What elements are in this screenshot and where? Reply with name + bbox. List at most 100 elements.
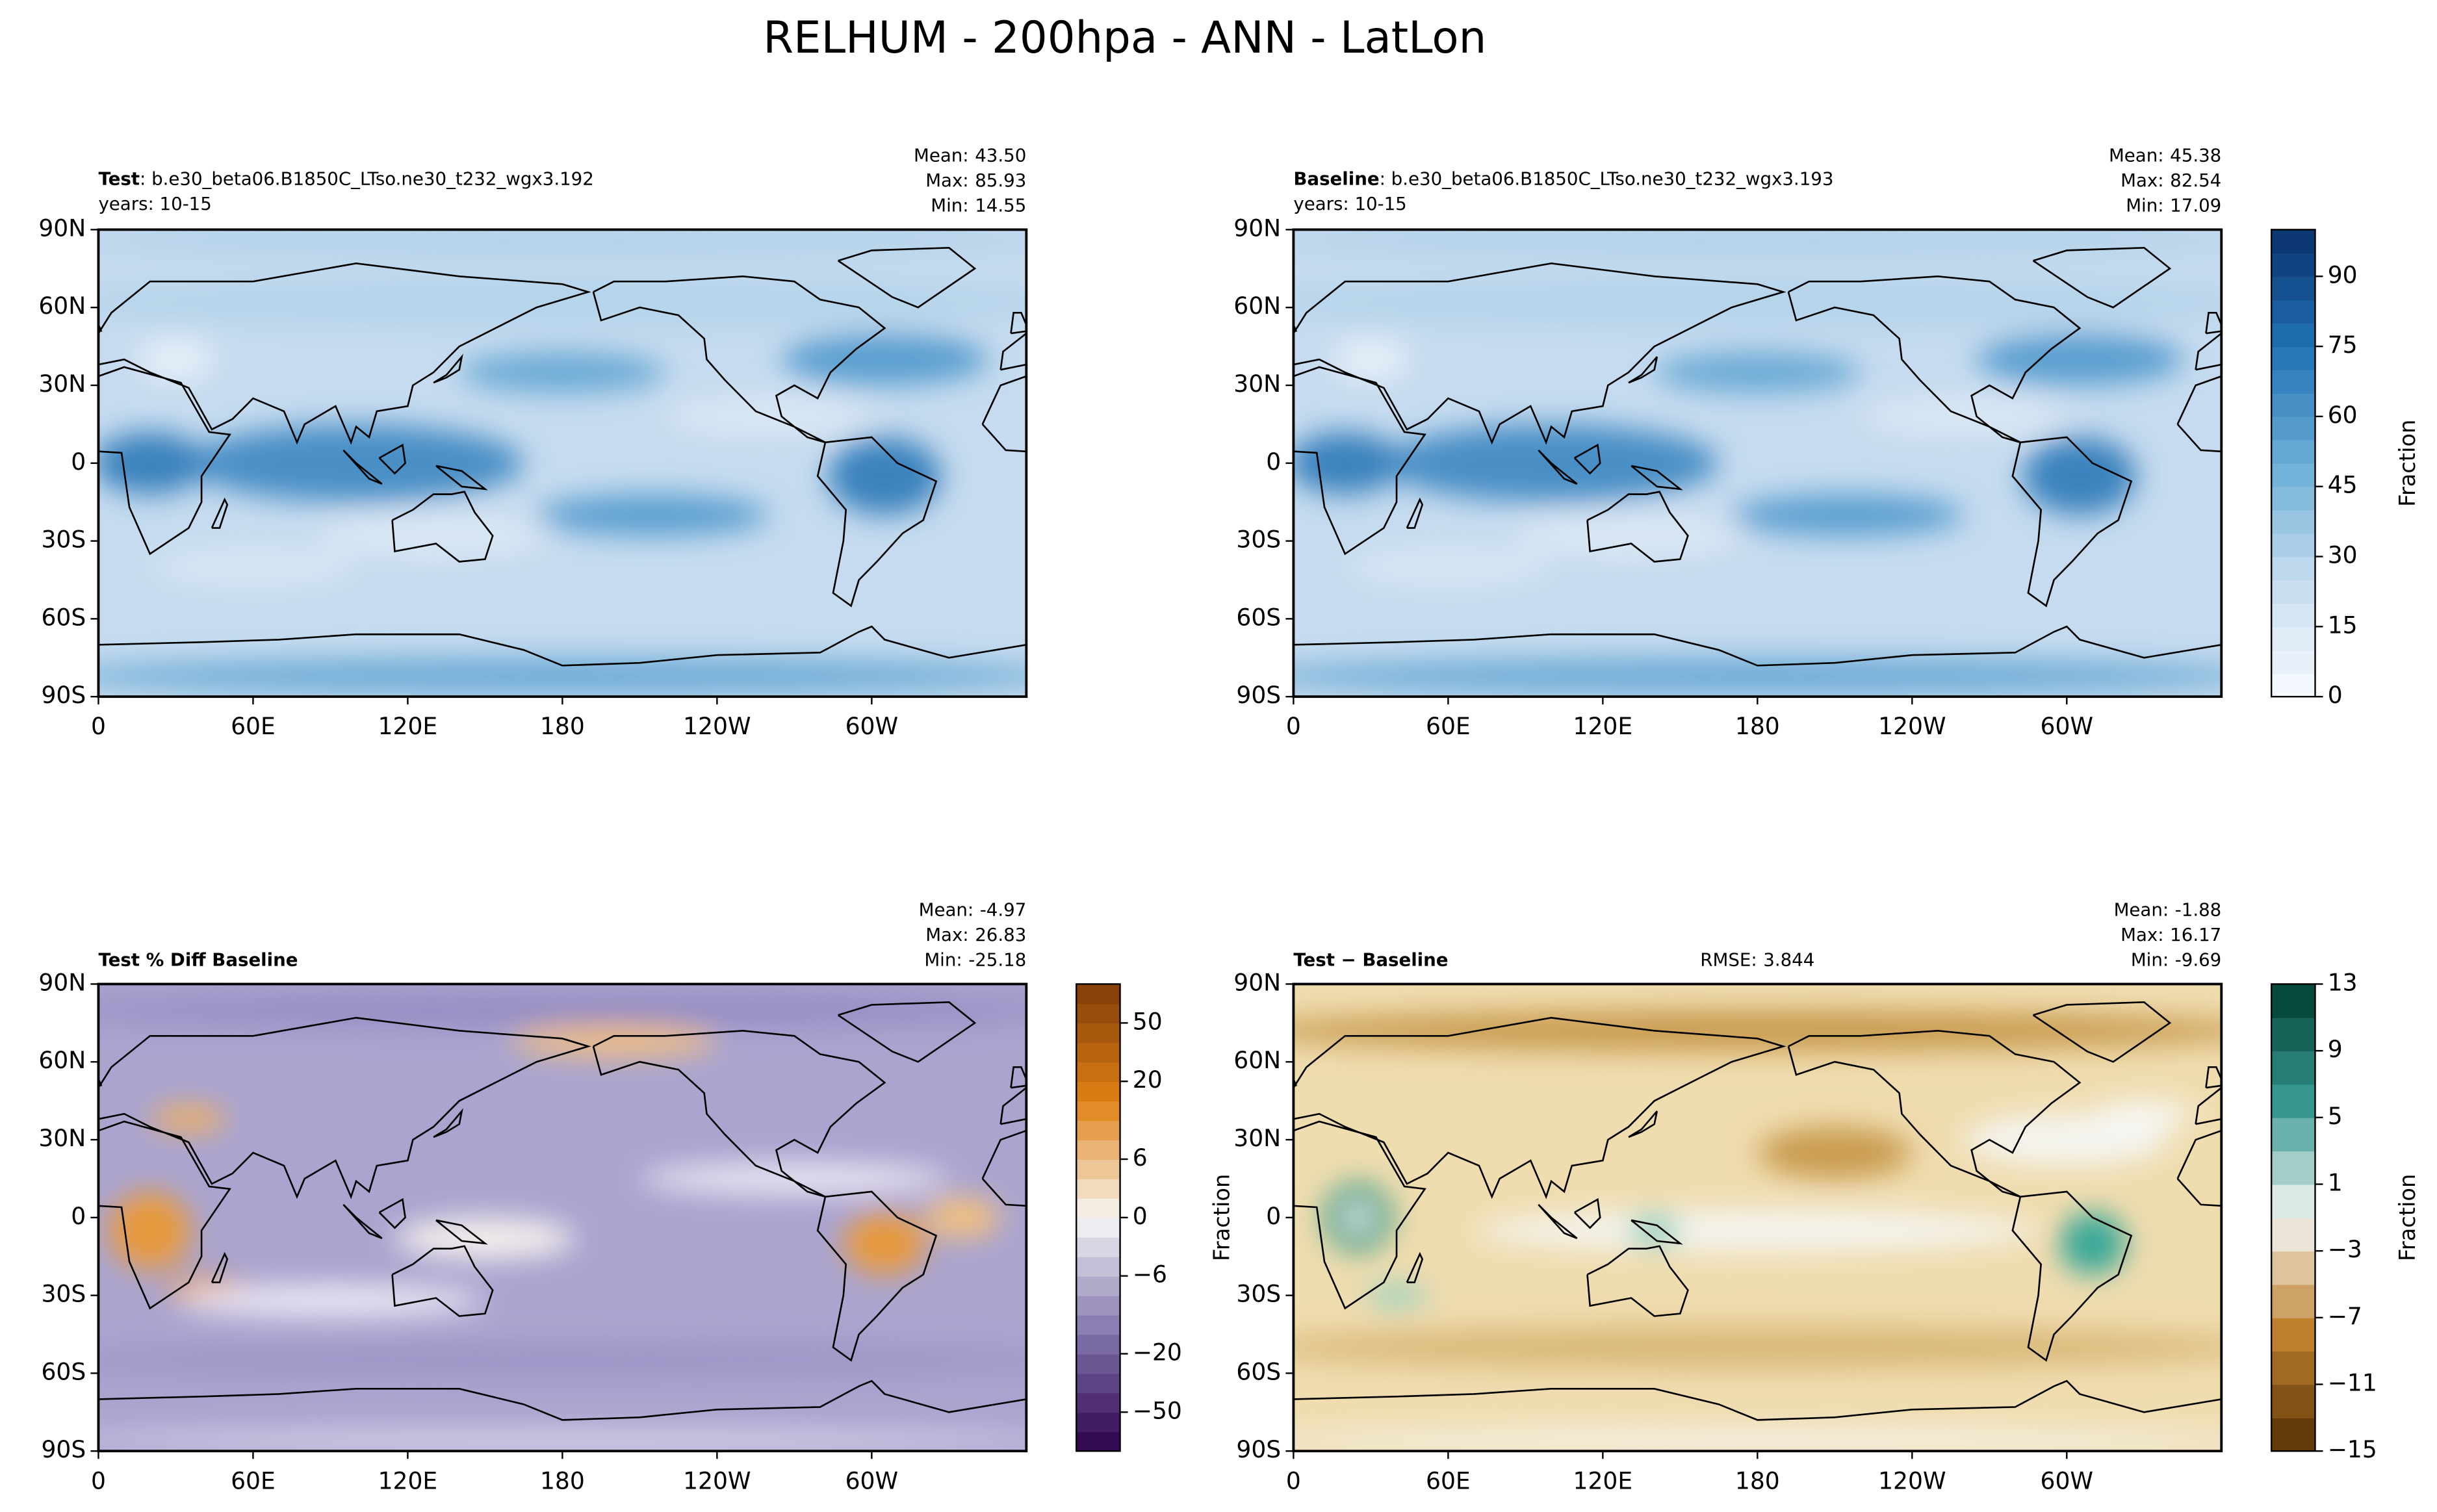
stat-name: Min: [931,194,968,216]
colorbar-segment [1076,1217,1120,1238]
field-region [1757,1127,1913,1179]
colorbar-segment [2271,323,2315,348]
panel: 0 60E 120E 180 120W 60W 90N 60N 30N 0 30S 60S 90S Tes… [38,144,1028,740]
colorbar-segment [2271,1384,2315,1418]
coastline [378,1198,406,1229]
panel-title: Test: b.e30_beta06.B1850C_LTso.ne30_t232… [98,168,593,189]
y-tick-label: 90S [1236,682,1281,709]
colorbar-tick-label: −50 [1133,1397,1182,1424]
stat-value: 16.17 [2170,924,2221,945]
rmse: RMSE: 3.844 [1700,949,1814,970]
coastline [98,1379,1027,1421]
stat: Max: 82.54 [2121,170,2221,191]
x-tick-label: 120E [1573,1467,1633,1494]
stat-value: 26.83 [975,924,1026,945]
field-region [1976,333,2183,385]
coastline [98,262,591,445]
map [1293,984,2222,1452]
colorbar-segment [1076,1140,1120,1160]
colorbar-segment [2271,650,2315,674]
coastline [1586,491,1689,563]
coastline [1293,1120,1426,1310]
x-tick-label: 120E [378,1467,438,1494]
colorbar-segment [2271,556,2315,581]
coastline [1787,1030,2082,1198]
x-tick-label: 60W [2041,1467,2094,1494]
colorbar-tick-label: −6 [1133,1261,1167,1288]
x-tick-label: 60E [231,713,276,740]
y-tick-label: 0 [71,1203,86,1230]
field-region [98,1344,1027,1376]
colorbar-segment [2271,580,2315,604]
rmse-label: RMSE: [1700,949,1757,970]
field-region [1293,658,2222,695]
colorbar-tick-label: −20 [1133,1339,1182,1366]
stat-name: Max: [925,170,968,191]
colorbar-tick-label: 75 [2328,331,2358,359]
colorbar-segment [2271,1051,2315,1085]
coastline [98,1120,231,1310]
colorbar-segment [2271,673,2315,698]
coastline [391,491,494,563]
field-region [98,431,207,494]
y-tick-label: 60N [1233,1047,1281,1074]
y-tick-label: 30S [1236,526,1281,554]
coastline [1010,1066,1027,1089]
colorbar-segment [2271,253,2315,277]
x-tick-label: 180 [540,1467,585,1494]
colorbar-segment [2271,626,2315,651]
colorbar-segment [2271,392,2315,417]
colorbar-segment [1076,1373,1120,1394]
coastline [1293,366,1426,556]
colorbar-segment [2271,439,2315,464]
panel: 0 60E 120E 180 120W 60W 90N 60N 30N 0 30S 60S 90S Tes… [1209,899,2421,1494]
field-region [1293,1430,2222,1452]
stat-name: Mean: [919,899,974,920]
coastline [433,1108,463,1138]
coastline [837,1001,977,1063]
x-tick-label: 60E [1426,713,1471,740]
coastline [211,1251,229,1283]
field-region [175,1285,485,1316]
field-region [1293,1010,2222,1052]
colorbar-tick-label: 15 [2328,611,2358,639]
x-tick-label: 60E [231,1467,276,1494]
coastline [342,1203,383,1240]
colorbar-segment [1076,1178,1120,1199]
colorbar-segment [2271,1251,2315,1285]
coastline [1010,311,1027,335]
colorbar-segment [2271,346,2315,370]
x-tick-label: 180 [540,713,585,740]
coastline [2032,246,2172,309]
coastline [1628,1110,1658,1138]
colorbar-tick-label: 90 [2328,261,2358,288]
field-region [1293,276,2222,329]
coastline [2205,311,2222,335]
coastline [2032,1001,2172,1063]
y-tick-label: 90N [1233,214,1281,242]
colorbar-segment [2271,1351,2315,1385]
y-tick-label: 90N [1233,969,1281,996]
y-tick-label: 30S [41,1281,86,1308]
y-tick-label: 90S [41,1436,86,1463]
panel-title: Test − Baseline [1293,949,1448,970]
stat-value: 85.93 [975,170,1026,191]
stat: Min: 14.55 [931,194,1026,216]
colorbar-tick-label: 13 [2328,969,2358,996]
colorbar-segment [2271,229,2315,254]
y-tick-label: 60N [1233,292,1281,320]
field-region [1654,352,1861,393]
field-region [1345,546,1552,588]
panel-name: Test [98,168,140,189]
panel-years: years: 10-15 [1293,193,1406,214]
rmse-value: 3.844 [1763,949,1814,970]
colorbar-tick-label: 60 [2328,402,2358,429]
colorbar-label: Fraction [2395,420,2420,507]
colorbar-segment [2271,1084,2315,1118]
colorbar-frame [2270,229,2316,698]
coastline [1538,449,1578,485]
figure-title: RELHUM - 200hpa - ANN - LatLon [763,12,1486,63]
colorbar-segment [2271,1117,2315,1152]
